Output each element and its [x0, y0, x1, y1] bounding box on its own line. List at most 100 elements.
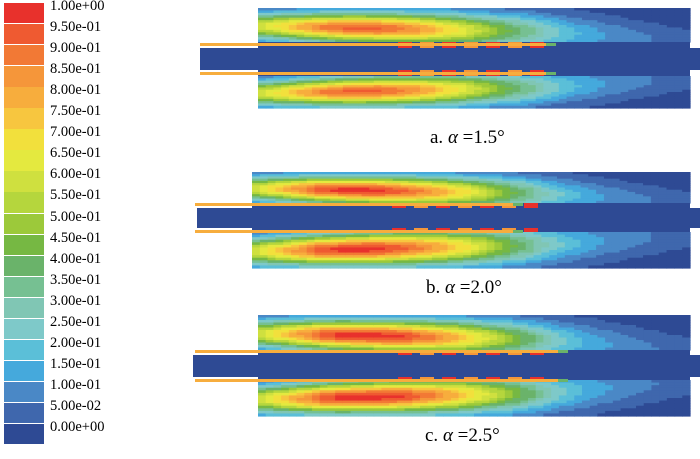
- contour-cell: [450, 400, 460, 404]
- contour-cell: [345, 260, 355, 264]
- contour-cell: [350, 315, 359, 319]
- contour-cell: [412, 85, 421, 89]
- contour-cell: [512, 330, 521, 334]
- contour-cell: [416, 257, 425, 261]
- contour-cell: [628, 96, 637, 100]
- contour-cell: [659, 101, 668, 105]
- contour-cell: [574, 92, 583, 95]
- contour-cell: [636, 320, 645, 324]
- contour-cell: [396, 89, 406, 93]
- contour-cell: [525, 194, 535, 197]
- contour-cell: [474, 317, 483, 321]
- contour-cell: [474, 400, 483, 404]
- contour-cell: [674, 398, 683, 402]
- legend-label: 3.00e-01: [50, 292, 102, 309]
- contour-cell: [520, 98, 529, 102]
- contour-cell: [377, 239, 386, 243]
- contour-cell: [674, 239, 683, 243]
- contour-cell: [674, 37, 683, 41]
- contour-cell: [342, 405, 352, 409]
- contour-cell: [566, 27, 575, 31]
- contour-cell: [327, 20, 336, 24]
- contour-cell: [389, 340, 398, 344]
- contour-cell: [497, 89, 506, 93]
- contour-cell: [543, 85, 552, 89]
- contour-cell: [281, 385, 290, 389]
- contour-cell: [258, 408, 267, 412]
- contour-cell: [358, 12, 367, 16]
- contour-cell: [643, 385, 653, 389]
- contour-cell: [447, 255, 456, 259]
- contour-cell: [643, 180, 652, 184]
- contour-cell: [283, 174, 292, 178]
- contour-cell: [627, 247, 636, 251]
- contour-cell: [481, 347, 491, 351]
- contour-cell: [580, 196, 589, 200]
- contour-cell: [369, 185, 378, 189]
- contour-cell: [549, 180, 558, 184]
- contour-cell: [651, 25, 660, 29]
- contour-cell: [312, 315, 321, 319]
- contour-cell: [582, 12, 591, 16]
- contour-cell: [458, 89, 467, 93]
- contour-cell: [674, 92, 683, 95]
- contour-cell: [597, 345, 606, 349]
- contour-cell: [628, 89, 637, 93]
- contour-cell: [281, 25, 290, 29]
- contour-cell: [535, 387, 545, 391]
- contour-cell: [517, 234, 527, 238]
- contour-cell: [651, 80, 660, 84]
- contour-cell: [489, 78, 498, 82]
- contour-cell: [258, 12, 267, 16]
- contour-cell: [463, 180, 472, 184]
- contour-cell: [612, 89, 622, 93]
- contour-cell: [439, 242, 449, 246]
- contour-cell: [366, 337, 375, 341]
- contour-cell: [620, 37, 629, 41]
- contour-cell: [273, 345, 282, 349]
- contour-cell: [597, 317, 606, 321]
- contour-cell: [471, 239, 480, 243]
- contour-cell: [458, 398, 467, 402]
- contour-cell: [533, 189, 542, 193]
- contour-cell: [389, 12, 398, 16]
- contour-cell: [396, 392, 406, 397]
- contour-cell: [389, 317, 398, 321]
- contour-cell: [463, 198, 472, 202]
- contour-cell: [603, 252, 613, 256]
- contour-cell: [486, 262, 496, 267]
- contour-cell: [612, 345, 622, 349]
- contour-cell: [535, 327, 545, 331]
- contour-cell: [510, 242, 519, 246]
- contour-cell: [283, 239, 292, 243]
- contour-cell: [557, 237, 566, 241]
- contour-cell: [265, 413, 275, 417]
- contour-cell: [373, 385, 383, 389]
- contour-cell: [312, 22, 321, 26]
- contour-cell: [512, 98, 521, 102]
- contour-cell: [342, 335, 352, 339]
- contour-cell: [366, 400, 375, 404]
- contour-cell: [566, 413, 575, 417]
- contour-cell: [458, 8, 467, 12]
- contour-cell: [377, 183, 386, 186]
- contour-cell: [574, 20, 583, 24]
- contour-cell: [366, 103, 375, 107]
- contour-cell: [682, 32, 691, 36]
- contour-cell: [474, 105, 483, 109]
- contour-cell: [528, 96, 537, 100]
- contour-cell: [330, 189, 339, 193]
- contour-cell: [589, 317, 599, 321]
- contour-cell: [366, 320, 375, 324]
- contour-cell: [281, 403, 290, 407]
- contour-cell: [666, 315, 676, 319]
- contour-cell: [265, 400, 275, 404]
- contour-cell: [389, 392, 398, 397]
- contour-cell: [358, 34, 367, 38]
- contour-cell: [643, 398, 653, 402]
- contour-cell: [450, 325, 460, 329]
- contour-cell: [666, 244, 675, 249]
- contour-cell: [517, 194, 527, 197]
- contour-cell: [439, 187, 449, 191]
- contour-cell: [643, 78, 653, 82]
